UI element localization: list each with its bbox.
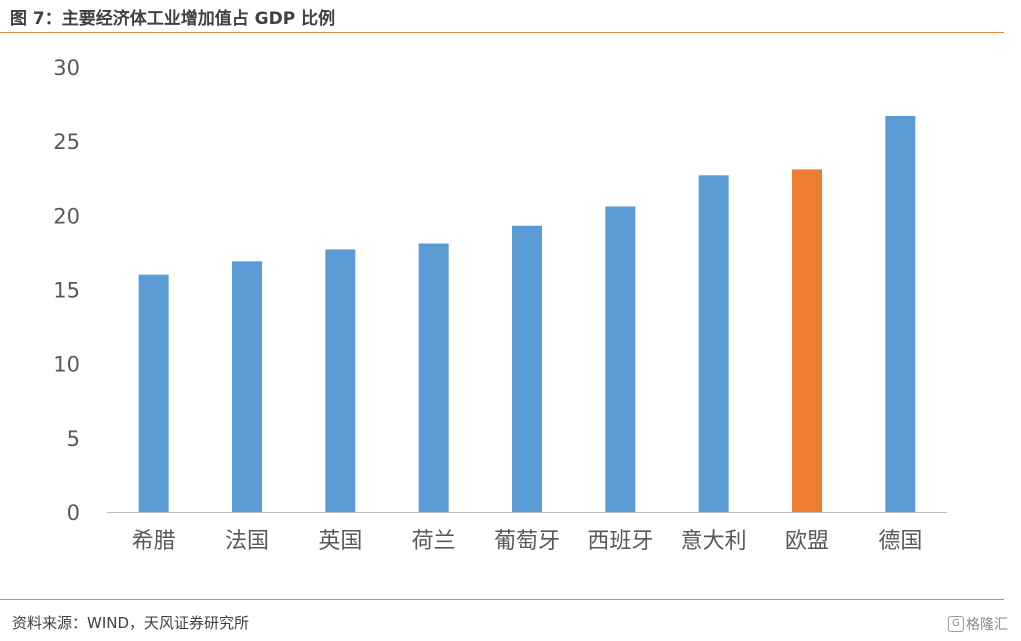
x-tick-label: 希腊: [132, 529, 176, 554]
x-tick-label: 葡萄牙: [494, 529, 560, 554]
y-tick-label: 30: [53, 56, 80, 80]
bar-2: [232, 261, 262, 512]
y-tick-label: 20: [53, 204, 80, 228]
x-tick-label: 德国: [878, 529, 922, 554]
y-tick-label: 5: [67, 427, 80, 451]
title-divider: [0, 32, 1004, 33]
chart-title: 图 7：主要经济体工业增加值占 GDP 比例: [10, 9, 336, 29]
x-tick-label: 西班牙: [587, 529, 653, 554]
x-tick-label: 英国: [318, 529, 362, 554]
bar-7: [698, 175, 729, 513]
y-tick-label: 10: [53, 353, 80, 377]
y-tick-label: 0: [67, 501, 80, 525]
watermark-text: 格隆汇: [966, 617, 1008, 633]
bar-3: [325, 249, 356, 512]
x-tick-label: 法国: [225, 529, 269, 554]
footer-divider: [0, 599, 1004, 600]
bar-6: [605, 206, 636, 512]
y-tick-label: 25: [53, 130, 80, 154]
bar-8: [792, 169, 822, 512]
y-tick-label: 15: [53, 279, 80, 303]
x-tick-label: 意大利: [681, 529, 747, 554]
bar-9: [885, 115, 916, 512]
x-tick-label: 荷兰: [412, 529, 456, 554]
bar-4: [418, 243, 449, 512]
source-note: 资料来源：WIND，天风证券研究所: [12, 614, 250, 632]
watermark-logo-icon: G: [948, 616, 964, 632]
x-tick-label: 欧盟: [785, 529, 829, 554]
bar-chart: 0 5 10 15 20 25 30 希腊 法国 英国 荷兰 葡萄牙 西班牙 意大利 欧盟 德国: [53, 56, 947, 554]
bar-5: [512, 225, 542, 512]
bar-1: [138, 274, 169, 512]
watermark: G 格隆汇: [948, 614, 1008, 634]
